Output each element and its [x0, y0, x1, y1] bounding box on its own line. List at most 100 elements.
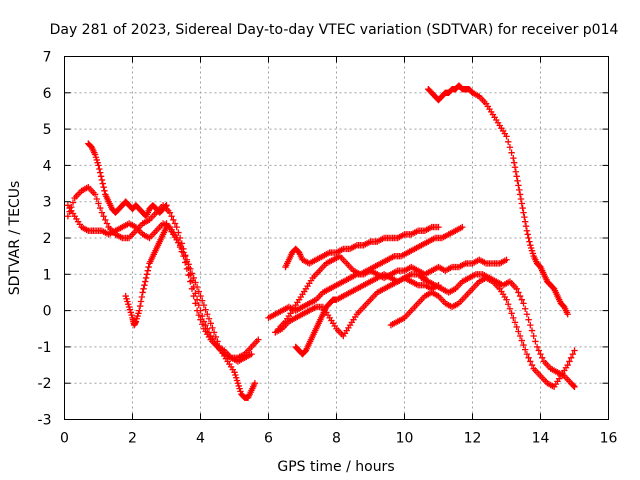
data-point	[255, 336, 262, 343]
data-point	[514, 177, 521, 185]
data-point	[144, 267, 151, 274]
data-point	[136, 302, 144, 310]
data-point	[512, 168, 520, 175]
data-point	[192, 279, 199, 286]
data-point	[506, 305, 514, 312]
data-point	[520, 209, 527, 216]
data-point	[69, 199, 77, 206]
data-point	[564, 361, 571, 369]
data-point	[163, 202, 170, 209]
series-arc-5	[163, 220, 259, 401]
data-point	[183, 256, 191, 263]
data-point	[525, 316, 532, 323]
data-point	[532, 338, 539, 345]
data-point	[95, 200, 102, 207]
data-point	[100, 183, 107, 191]
y-tick-label: 3	[43, 195, 52, 211]
data-point	[516, 332, 524, 340]
data-point	[505, 138, 512, 146]
data-point	[190, 292, 197, 300]
data-point	[140, 285, 147, 293]
data-point	[511, 164, 519, 171]
data-point	[103, 220, 111, 227]
data-point	[102, 216, 109, 224]
data-point	[101, 187, 108, 195]
data-point	[528, 327, 536, 334]
data-point	[516, 186, 523, 194]
data-point	[205, 315, 213, 322]
data-point	[166, 209, 174, 216]
data-point	[195, 311, 202, 319]
data-point	[571, 347, 578, 354]
data-point	[91, 191, 99, 198]
data-point	[193, 283, 201, 291]
data-point	[518, 200, 525, 207]
data-point	[95, 162, 102, 169]
data-point	[564, 311, 571, 318]
y-axis-title: SDTVAR / TECUs	[7, 181, 23, 296]
data-point	[503, 296, 510, 303]
data-point	[524, 231, 531, 238]
data-point	[459, 223, 466, 231]
data-point	[176, 242, 184, 249]
data-point	[571, 383, 578, 391]
data-point	[187, 278, 194, 285]
data-point	[537, 350, 544, 358]
data-point	[199, 312, 206, 320]
data-point	[188, 270, 196, 277]
data-point	[508, 310, 515, 317]
data-point	[526, 238, 533, 245]
data-point	[522, 218, 529, 225]
data-point	[435, 223, 442, 231]
data-point	[530, 332, 537, 340]
y-tick-label: 6	[43, 86, 52, 102]
data-point	[96, 165, 103, 173]
data-point	[520, 300, 527, 307]
data-point	[197, 292, 204, 300]
data-point	[141, 281, 148, 289]
y-tick-label: -1	[38, 340, 52, 356]
data-point	[192, 300, 199, 307]
data-point	[188, 285, 196, 293]
data-point	[522, 346, 529, 353]
data-point	[533, 343, 541, 351]
x-axis-title: GPS time / hours	[277, 459, 394, 475]
data-point	[513, 173, 520, 180]
data-point	[193, 296, 201, 303]
data-point	[210, 329, 218, 336]
x-tick-label: 10	[396, 431, 414, 447]
data-point	[197, 316, 204, 323]
data-point	[511, 319, 519, 326]
data-point	[570, 382, 577, 390]
data-point	[503, 133, 510, 140]
data-point	[510, 314, 517, 322]
data-point	[137, 298, 145, 305]
data-point	[187, 265, 194, 273]
data-point	[523, 350, 531, 358]
series-arc-2	[64, 202, 255, 365]
grid-lines	[64, 56, 609, 420]
y-tick-label: 1	[43, 267, 52, 283]
data-point	[513, 285, 520, 293]
y-tick-label: 5	[43, 122, 52, 138]
data-point	[199, 321, 206, 328]
data-point	[200, 301, 208, 309]
data-point	[182, 252, 189, 260]
x-tick-label: 8	[332, 431, 341, 447]
data-point	[520, 341, 527, 349]
data-point	[97, 204, 104, 212]
x-tick-label: 0	[60, 431, 69, 447]
data-point	[209, 324, 216, 332]
data-point	[522, 223, 530, 230]
data-point	[168, 213, 175, 220]
x-tick-label: 2	[128, 431, 137, 447]
data-point	[523, 227, 531, 234]
data-point	[97, 173, 105, 180]
data-point	[98, 209, 106, 216]
data-point	[216, 342, 223, 350]
data-point	[145, 263, 152, 271]
data-point	[513, 323, 520, 331]
data-point	[142, 274, 150, 282]
data-point	[170, 216, 177, 224]
